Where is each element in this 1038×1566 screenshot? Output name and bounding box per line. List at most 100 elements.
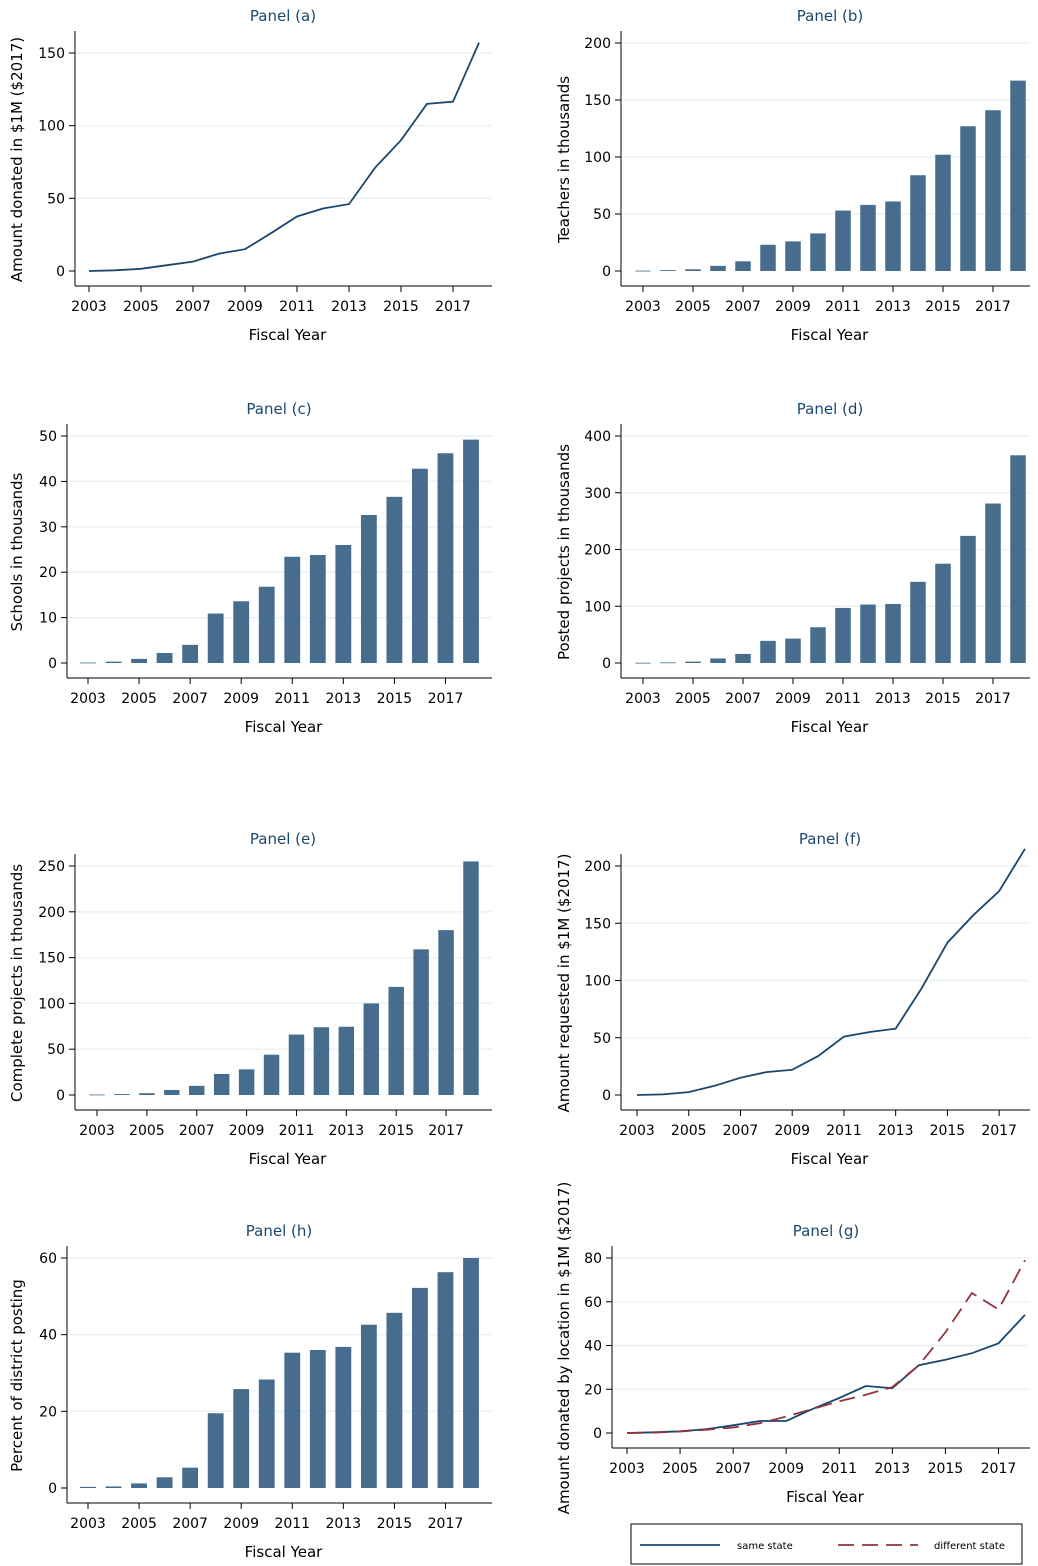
- bar-2003: [635, 270, 651, 272]
- x-tick-label: 2005: [675, 691, 711, 707]
- x-tick-label: 2003: [70, 1516, 106, 1532]
- x-tick-label: 2013: [326, 691, 362, 707]
- x-tick-label: 2017: [428, 1123, 464, 1139]
- bar-2012: [309, 554, 326, 663]
- y-tick-label: 100: [38, 996, 65, 1012]
- bar-2017: [985, 110, 1001, 271]
- x-tick-label: 2015: [383, 299, 419, 315]
- y-axis-label: Amount donated by location in $1M ($2017…: [555, 1182, 573, 1515]
- x-tick-label: 2005: [675, 299, 711, 315]
- x-axis-label: Fiscal Year: [791, 326, 869, 344]
- x-tick-label: 2009: [227, 299, 263, 315]
- y-tick-label: 60: [584, 1295, 602, 1311]
- y-tick-label: 300: [584, 486, 611, 502]
- bar-2017: [438, 930, 454, 1095]
- x-tick-label: 2003: [70, 691, 106, 707]
- bar-2004: [114, 1094, 130, 1095]
- x-tick-label: 2007: [175, 299, 211, 315]
- x-tick-label: 2013: [875, 691, 911, 707]
- legend-label: different state: [934, 1541, 1005, 1552]
- y-tick-label: 20: [39, 1404, 57, 1420]
- y-tick-label: 20: [39, 565, 57, 581]
- x-tick-label: 2013: [875, 299, 911, 315]
- x-tick-label: 2011: [279, 1123, 315, 1139]
- bar-2005: [685, 269, 701, 271]
- y-axis-label: Schools in thousands: [8, 472, 26, 631]
- x-tick-label: 2003: [625, 691, 661, 707]
- bar-2018: [1010, 455, 1026, 663]
- x-axis-label: Fiscal Year: [791, 1150, 869, 1168]
- bar-2017: [437, 1272, 454, 1488]
- y-tick-label: 100: [584, 974, 611, 990]
- bar-2014: [910, 175, 926, 271]
- x-axis-label: Fiscal Year: [249, 326, 327, 344]
- x-tick-label: 2015: [377, 1516, 413, 1532]
- bar-2018: [463, 439, 479, 663]
- bar-2008: [207, 613, 224, 663]
- panel-d: Panel (d) 0 100 200 300 400 2003 2005 2007 2009 20…: [555, 400, 1030, 736]
- y-tick-label: 100: [584, 599, 611, 615]
- x-tick-label: 2003: [71, 299, 107, 315]
- bar-2013: [885, 201, 901, 271]
- y-tick-label: 30: [39, 520, 57, 536]
- x-tick-label: 2009: [229, 1123, 265, 1139]
- bar-2016: [960, 535, 976, 663]
- x-tick-label: 2015: [930, 1123, 966, 1139]
- y-tick-label: 150: [38, 46, 65, 62]
- bar-2011: [284, 556, 301, 663]
- x-tick-label: 2007: [179, 1123, 215, 1139]
- bar-2018: [463, 1258, 479, 1488]
- panel-title: Panel (a): [250, 7, 316, 25]
- x-axis-label: Fiscal Year: [245, 718, 323, 736]
- bar-2014: [360, 514, 377, 663]
- x-tick-label: 2017: [428, 691, 464, 707]
- bar-2010: [810, 627, 826, 663]
- y-tick-label: 0: [593, 1426, 602, 1442]
- x-tick-label: 2007: [715, 1461, 751, 1477]
- x-tick-label: 2005: [123, 299, 159, 315]
- bar-2005: [685, 661, 701, 663]
- y-tick-label: 250: [38, 859, 65, 875]
- bar-2015: [386, 496, 403, 663]
- bar-2013: [335, 1346, 352, 1488]
- bar-2017: [985, 503, 1001, 663]
- panel-e: Panel (e) 0 50 100 150 200 250 2003 2005 2007 2009…: [8, 830, 492, 1168]
- bar-2006: [710, 265, 726, 271]
- x-tick-label: 2015: [925, 299, 961, 315]
- y-tick-label: 200: [584, 859, 611, 875]
- x-tick-label: 2009: [223, 691, 259, 707]
- y-tick-label: 0: [602, 264, 611, 280]
- x-tick-label: 2005: [671, 1123, 707, 1139]
- x-tick-label: 2007: [725, 299, 761, 315]
- bar-2008: [760, 640, 776, 663]
- bar-2010: [258, 1379, 275, 1488]
- bar-2011: [835, 607, 851, 663]
- x-tick-label: 2005: [129, 1123, 165, 1139]
- bar-2016: [960, 126, 976, 271]
- y-tick-label: 400: [584, 429, 611, 445]
- x-tick-label: 2003: [625, 299, 661, 315]
- bar-2006: [156, 1477, 173, 1488]
- x-tick-label: 2009: [775, 691, 811, 707]
- x-tick-label: 2007: [725, 691, 761, 707]
- bar-2004: [105, 661, 122, 663]
- x-axis-label: Fiscal Year: [245, 1543, 323, 1561]
- bar-2016: [412, 468, 428, 663]
- bar-2008: [760, 244, 776, 271]
- legend-box: [630, 1523, 1023, 1565]
- y-tick-label: 40: [39, 1328, 57, 1344]
- panel-title: Panel (c): [246, 400, 311, 418]
- series-line-main: [636, 848, 1026, 1096]
- bar-2005: [139, 1093, 155, 1095]
- y-tick-label: 40: [39, 474, 57, 490]
- bar-2015: [388, 986, 404, 1095]
- x-tick-label: 2011: [826, 1123, 862, 1139]
- x-tick-label: 2009: [774, 1123, 810, 1139]
- y-tick-label: 50: [39, 429, 57, 445]
- bar-2007: [189, 1085, 205, 1095]
- bar-2005: [131, 658, 147, 663]
- y-tick-label: 10: [39, 611, 57, 627]
- bar-2003: [80, 1486, 96, 1488]
- x-tick-label: 2011: [279, 299, 315, 315]
